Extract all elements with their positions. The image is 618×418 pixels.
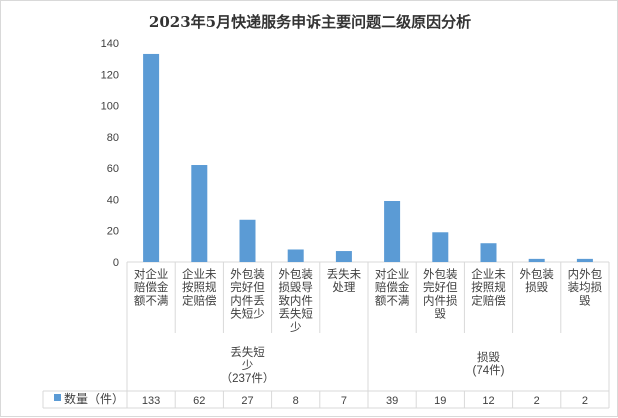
y-tick-label: 20 (107, 226, 119, 238)
group-label: 丢失短 (230, 345, 265, 359)
category-label: 赔偿金 (134, 280, 169, 294)
category-label: 按照规 (182, 280, 217, 294)
y-tick-label: 120 (101, 69, 119, 81)
category-label: 额不满 (375, 294, 410, 307)
category-label: 内件损 (423, 293, 458, 307)
category-label: 赔偿金 (375, 280, 410, 294)
category-label: 对企业 (134, 267, 169, 281)
bar[interactable] (191, 165, 208, 262)
data-value-label: 8 (293, 395, 299, 407)
data-value-label: 19 (434, 395, 446, 407)
legend-swatch (54, 394, 61, 401)
y-tick-label: 80 (107, 132, 119, 144)
y-tick-label: 100 (101, 101, 119, 113)
bar[interactable] (335, 251, 352, 262)
data-value-label: 39 (386, 395, 398, 407)
data-value-label: 27 (241, 395, 253, 407)
category-label: 定赔偿 (182, 293, 217, 307)
y-tick-label: 0 (113, 257, 119, 269)
y-tick-label: 40 (107, 194, 119, 206)
category-label: 丢失短 (278, 307, 313, 321)
category-label: 定赔偿 (471, 293, 506, 307)
y-tick-label: 60 (107, 163, 119, 175)
category-label: 企业未 (182, 267, 217, 281)
category-label: 额不满 (134, 294, 169, 307)
data-value-label: 133 (142, 395, 160, 407)
category-label: 外包装 (519, 268, 554, 281)
category-label: 毁 (435, 307, 447, 321)
category-label: 损毁导 (278, 280, 313, 294)
category-label: 按照规 (471, 280, 506, 294)
category-label: 丢失未 (327, 268, 362, 281)
category-label: 企业未 (471, 267, 506, 281)
group-label: 损毁 (477, 350, 500, 364)
bar[interactable] (480, 243, 497, 262)
data-value-label: 7 (341, 395, 347, 407)
group-label: (74件) (473, 363, 505, 377)
bar[interactable] (143, 53, 160, 263)
category-label: 内外包 (568, 267, 603, 281)
category-label: 处理 (332, 281, 355, 294)
bar[interactable] (239, 219, 256, 262)
bar[interactable] (432, 232, 449, 262)
bar[interactable] (576, 258, 593, 262)
group-label: （237件） (221, 371, 275, 385)
data-value-label: 2 (534, 395, 540, 407)
category-label: 外包装 (423, 268, 458, 281)
category-label: 毁 (579, 293, 591, 307)
category-label: 装均损 (568, 280, 603, 294)
bar[interactable] (528, 258, 545, 262)
category-label: 外包装 (278, 268, 313, 281)
category-label: 失短少 (230, 307, 265, 321)
category-label: 完好但 (230, 280, 265, 294)
data-value-label: 62 (193, 395, 205, 407)
category-label: 完好但 (423, 280, 458, 294)
category-label: 外包装 (230, 268, 265, 281)
category-label: 内件丢 (230, 293, 265, 307)
data-value-label: 2 (582, 395, 588, 407)
category-label: 对企业 (375, 267, 410, 281)
bar[interactable] (287, 249, 304, 262)
group-label: 少 (242, 359, 254, 372)
chart-title: 2023年5月快递服务申诉主要问题二级原因分析 (149, 13, 471, 31)
legend-label: 数量（件） (64, 391, 124, 406)
category-label: 致内件 (278, 293, 313, 307)
category-label: 少 (290, 321, 302, 334)
y-tick-label: 140 (101, 38, 119, 50)
bar[interactable] (384, 200, 401, 262)
data-value-label: 12 (482, 395, 494, 407)
category-label: 损毁 (525, 280, 548, 294)
